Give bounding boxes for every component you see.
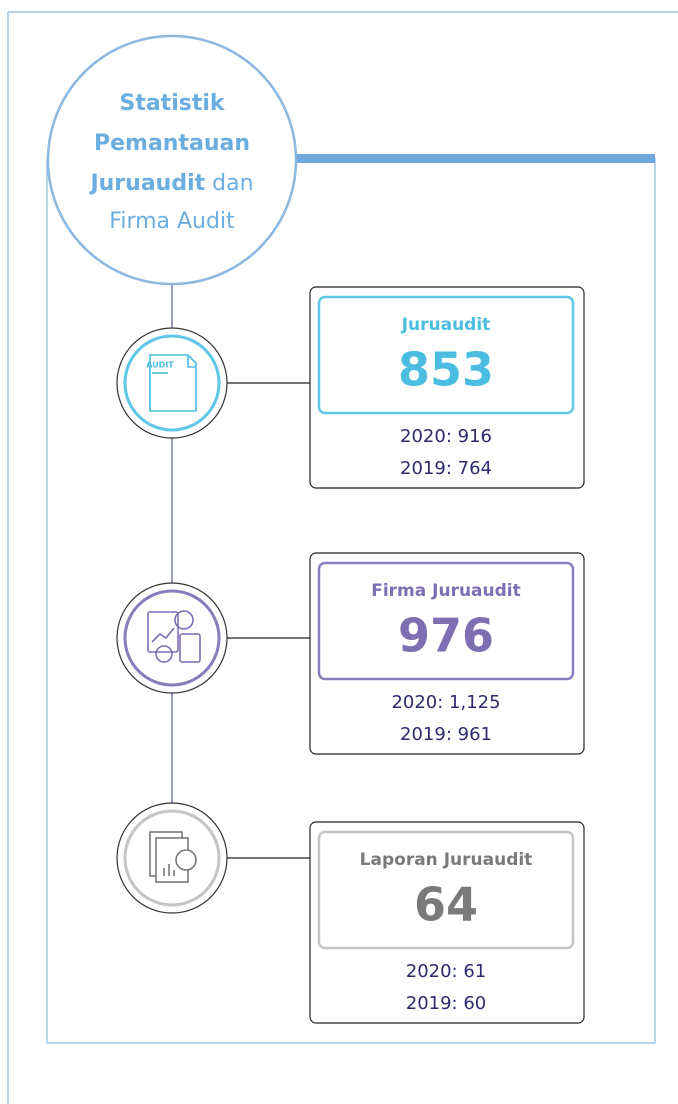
title-line: Statistik [119,91,225,116]
card-history: 2020: 1,125 [391,692,500,713]
icon-calc [179,633,201,663]
icon-pie [175,849,197,871]
card-label: Firma Juruaudit [371,581,521,601]
title-line: Firma Audit [109,209,235,234]
icon-inner [123,589,221,687]
title-regular: dan [212,171,253,196]
title-bold: Juruaudit [88,171,205,196]
card-highlight [317,561,575,681]
icon-clock [174,610,194,630]
cards: AUDIT Juruaudit 853 2020: 916 2019: 764 Firma… [116,286,585,1024]
title-line: Pemantauan [94,131,250,156]
icon-text: AUDIT [146,361,174,370]
icon [147,610,201,663]
icon-doc [149,354,197,412]
icon-coin [155,645,173,663]
card-value: 976 [398,609,494,663]
icon: AUDIT [146,354,197,412]
title-circle [46,34,298,286]
card-history: 2019: 961 [400,724,492,745]
card-history: 2020: 61 [406,961,487,982]
icon-inner [123,334,221,432]
card-history: 2020: 916 [400,426,492,447]
card-highlight [317,295,575,415]
icon-doc [147,611,179,653]
title: Statistik Pemantauan Juruaudit dan Firma… [88,91,253,234]
icon-trend [151,627,175,643]
card-highlight [317,830,575,950]
card-history: 2019: 60 [406,993,487,1014]
card-history: 2019: 764 [400,458,492,479]
title-line: Juruaudit dan [88,171,253,196]
icon-bars [163,864,175,876]
card-value: 64 [414,878,478,932]
header-bar [290,154,655,163]
icon-fold [187,355,196,368]
card-label: Juruaudit [401,315,491,335]
card-label: Laporan Juruaudit [360,850,533,870]
icon [149,831,197,883]
card-value: 853 [398,343,494,397]
